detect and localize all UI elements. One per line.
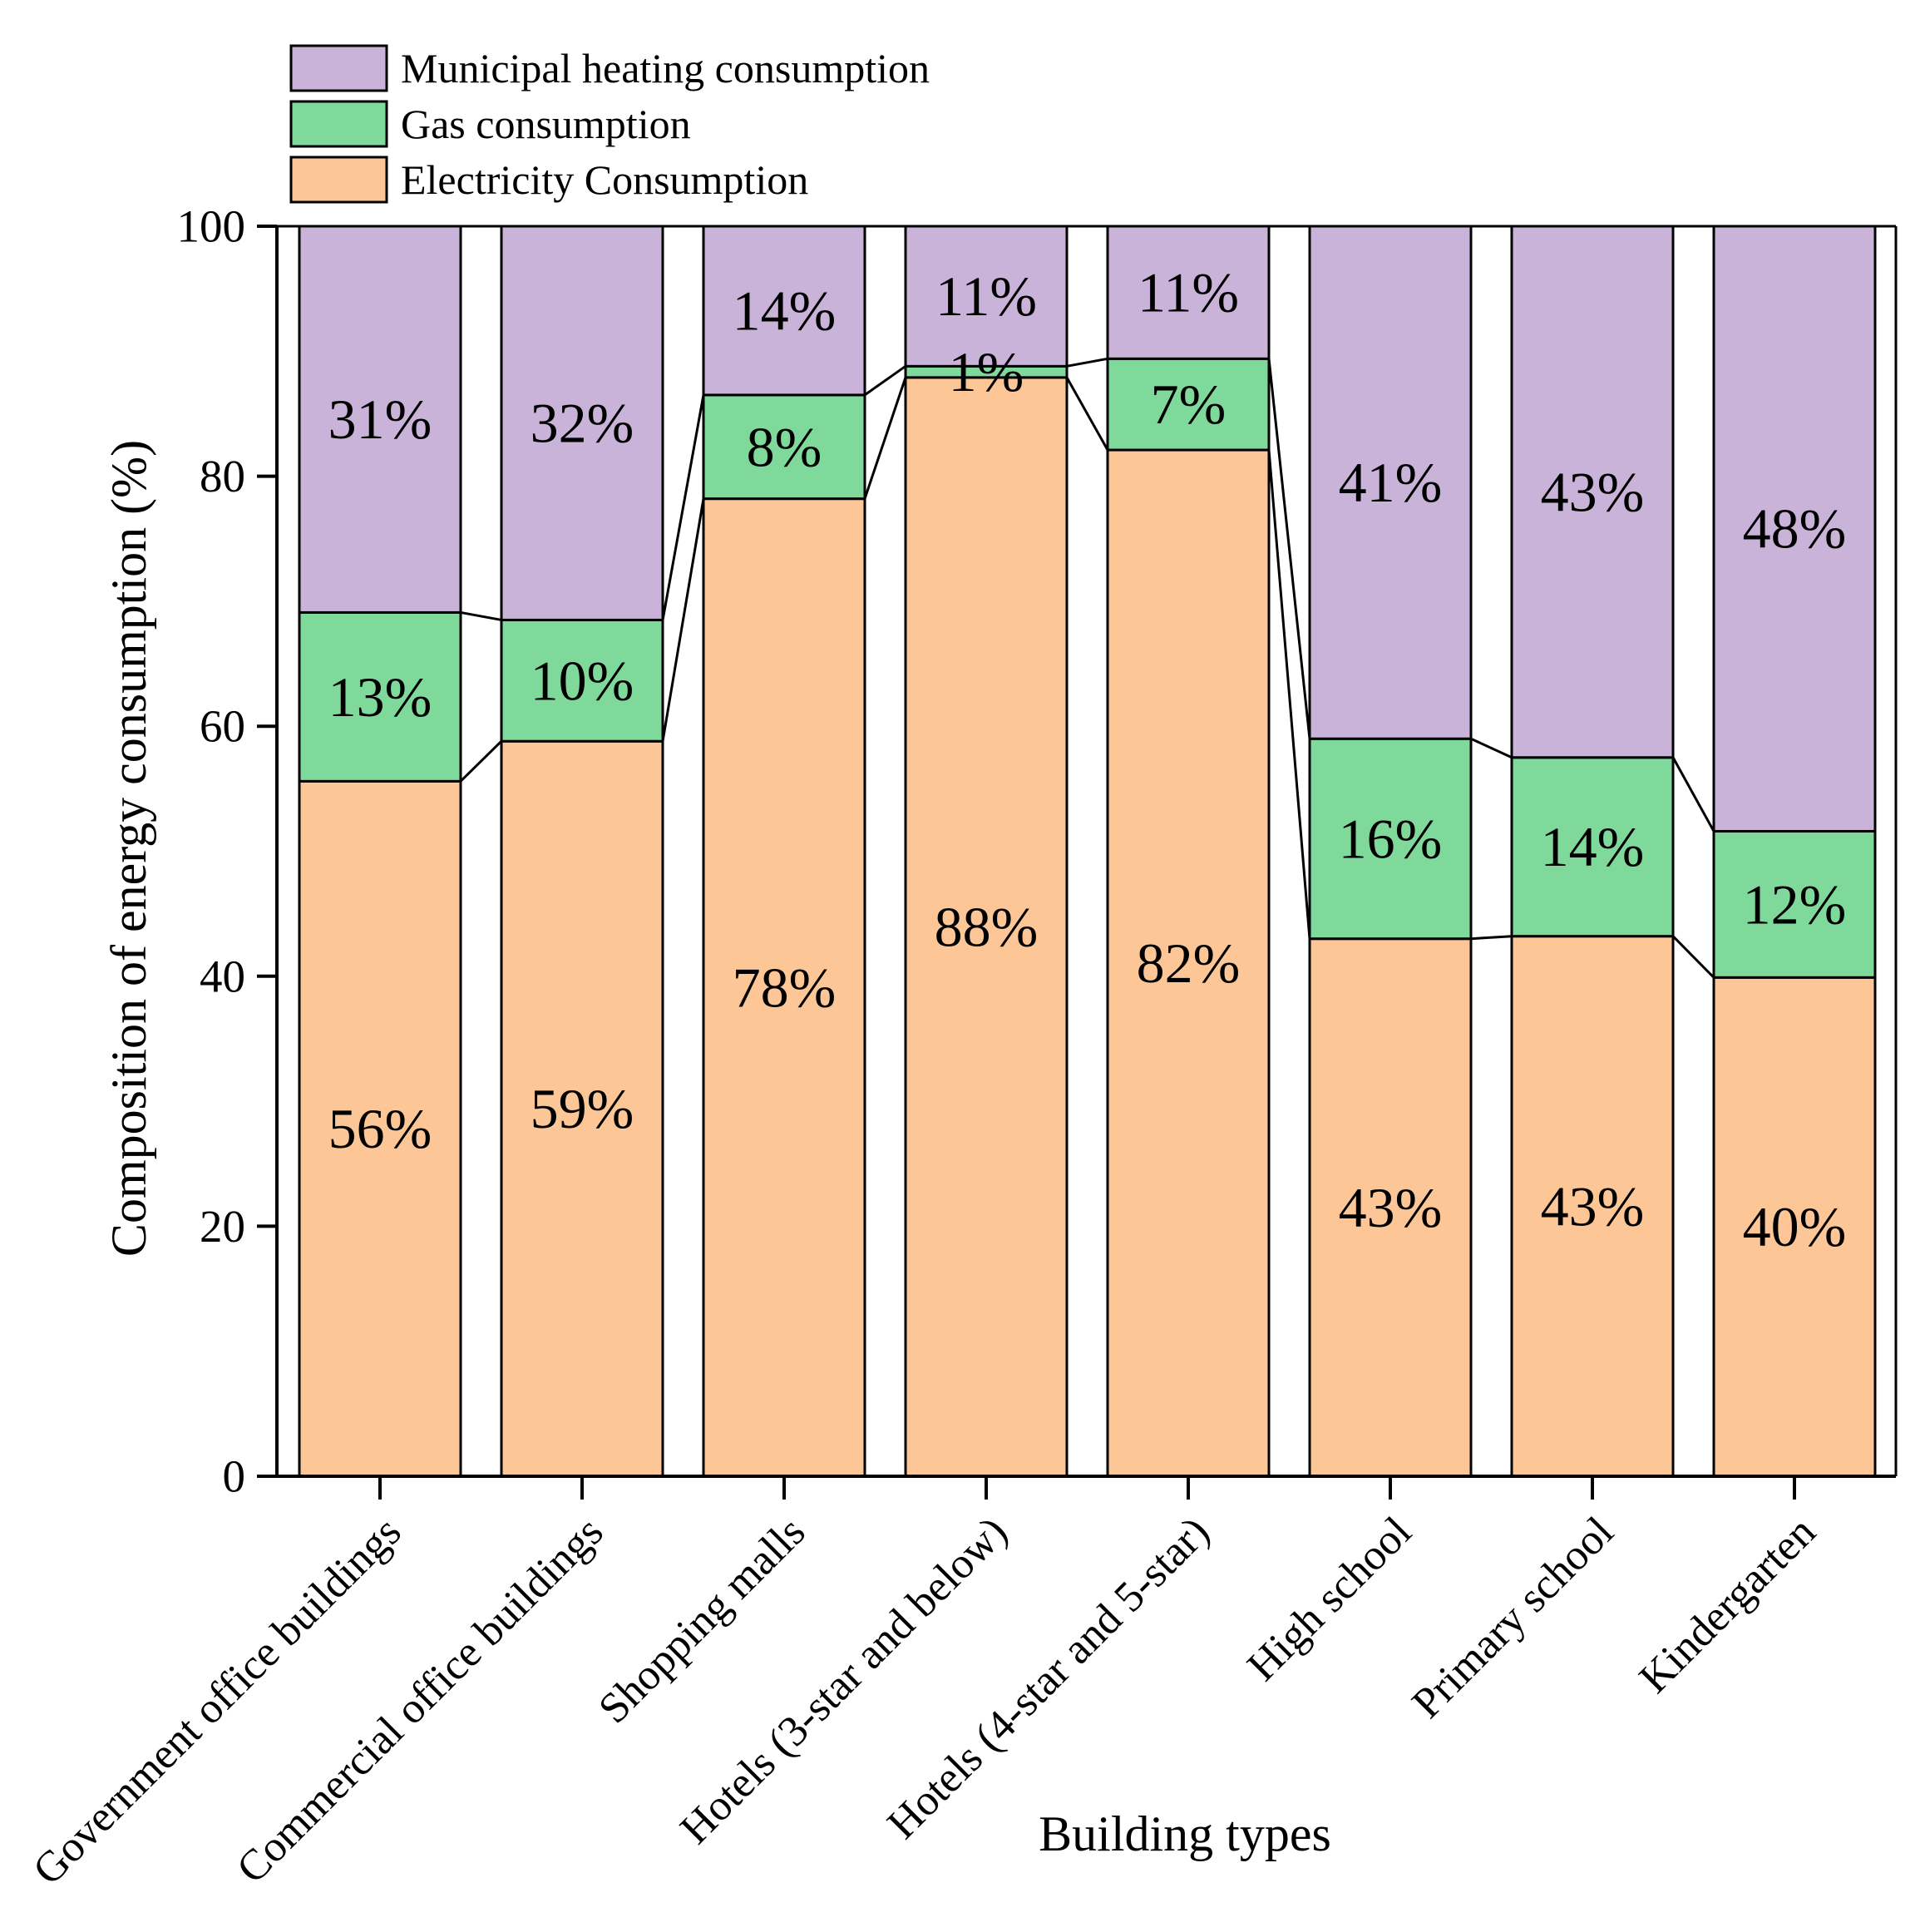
value-label: 32%	[531, 392, 634, 455]
legend-swatch	[289, 156, 388, 204]
connector-line	[1470, 737, 1513, 759]
legend-swatch	[289, 100, 388, 148]
x-category-label: Hotels (4-star and 5-star)	[879, 1508, 1219, 1848]
value-label: 59%	[531, 1077, 634, 1140]
value-label: 31%	[328, 388, 432, 451]
bar-segment	[1308, 937, 1473, 1478]
value-label: 14%	[1541, 815, 1645, 878]
value-label: 8%	[747, 415, 822, 478]
value-label: 7%	[1151, 373, 1227, 436]
value-label: 12%	[1743, 872, 1847, 936]
bar-segment	[500, 225, 664, 621]
connector-line	[460, 610, 502, 621]
y-tick-label: 40	[200, 951, 245, 1001]
bar-segment	[904, 376, 1069, 1478]
connector-line	[661, 394, 705, 620]
bar-segment	[1510, 756, 1675, 938]
x-category-label: Commercial office buildings	[228, 1508, 612, 1892]
value-label: 16%	[1339, 807, 1443, 870]
x-category-label: Hotels (3-star and below)	[671, 1508, 1016, 1853]
y-tick-label: 80	[200, 451, 245, 502]
value-label: 56%	[328, 1097, 432, 1160]
y-tick-label: 20	[200, 1201, 245, 1252]
connector-line	[1470, 935, 1513, 941]
value-label: 13%	[328, 665, 432, 729]
value-labels: 56% 59% 78% 88% 82% 43% 43% 40% 13% 10% 8% 1% 7% 16% 1…	[328, 261, 1847, 1258]
y-axis-ticks: 0 20 40 60 80 100	[177, 201, 277, 1502]
value-label: 88%	[935, 895, 1039, 958]
x-category-label: Kindergarten	[1631, 1508, 1825, 1702]
y-tick-label: 100	[177, 201, 246, 252]
value-label: 1%	[949, 340, 1024, 403]
bar-segment	[1712, 976, 1877, 1478]
bar-segment	[1510, 225, 1675, 759]
y-axis-title: Composition of energy consumption (%)	[101, 440, 156, 1257]
value-label: 10%	[531, 649, 634, 712]
bar-segment	[1106, 448, 1271, 1478]
value-label: 48%	[1743, 497, 1847, 561]
x-category-label: High school	[1238, 1508, 1420, 1690]
value-label: 14%	[733, 279, 837, 342]
x-category-label: Shopping malls	[590, 1508, 814, 1732]
legend-label: Municipal heating consumption	[401, 45, 930, 91]
bar-segment	[298, 225, 462, 614]
x-category-label: Primary school	[1404, 1508, 1623, 1727]
value-label: 78%	[733, 956, 837, 1019]
axes	[257, 225, 1898, 1478]
legend-label: Electricity Consumption	[401, 156, 808, 203]
value-label: 43%	[1541, 1174, 1645, 1238]
bar-segment	[1106, 225, 1271, 360]
bars-layer	[298, 225, 1877, 1478]
value-label: 40%	[1743, 1195, 1847, 1258]
connector-line	[661, 498, 705, 742]
legend-label: Gas consumption	[401, 101, 691, 147]
bar-segment	[1712, 225, 1877, 833]
value-label: 82%	[1137, 931, 1241, 995]
connector-line	[1671, 935, 1715, 979]
connector-line	[1066, 357, 1108, 368]
bar-segment	[1308, 225, 1473, 740]
y-tick-label: 60	[200, 701, 245, 752]
value-label: 41%	[1339, 451, 1443, 514]
legend: Municipal heating consumption Gas consump…	[289, 44, 930, 204]
bar-segment	[500, 739, 664, 1478]
bar-segment	[298, 779, 462, 1478]
y-tick-label: 0	[223, 1451, 246, 1502]
bar-segment	[298, 610, 462, 783]
bar-segment	[1712, 829, 1877, 979]
connector-line	[863, 377, 907, 500]
legend-swatch	[289, 44, 388, 92]
connector-line	[1671, 757, 1715, 833]
value-label: 11%	[935, 264, 1037, 328]
connector-lines	[459, 357, 1715, 979]
value-label: 43%	[1339, 1176, 1443, 1239]
value-label: 43%	[1541, 460, 1645, 523]
bar-segment	[1308, 737, 1473, 941]
bar-segment	[702, 225, 866, 397]
connector-line	[1267, 449, 1311, 939]
connector-line	[1267, 358, 1311, 739]
x-axis-title: Building types	[1039, 1806, 1331, 1861]
x-category-label: Government office buildings	[24, 1508, 410, 1894]
connector-line	[864, 365, 906, 397]
bar-segment	[702, 393, 866, 501]
bar-segment	[904, 225, 1069, 368]
bar-segment	[500, 618, 664, 743]
value-label: 11%	[1138, 261, 1239, 324]
bar-segment	[1106, 357, 1271, 452]
connector-line	[1065, 377, 1109, 451]
connector-line	[459, 740, 503, 783]
